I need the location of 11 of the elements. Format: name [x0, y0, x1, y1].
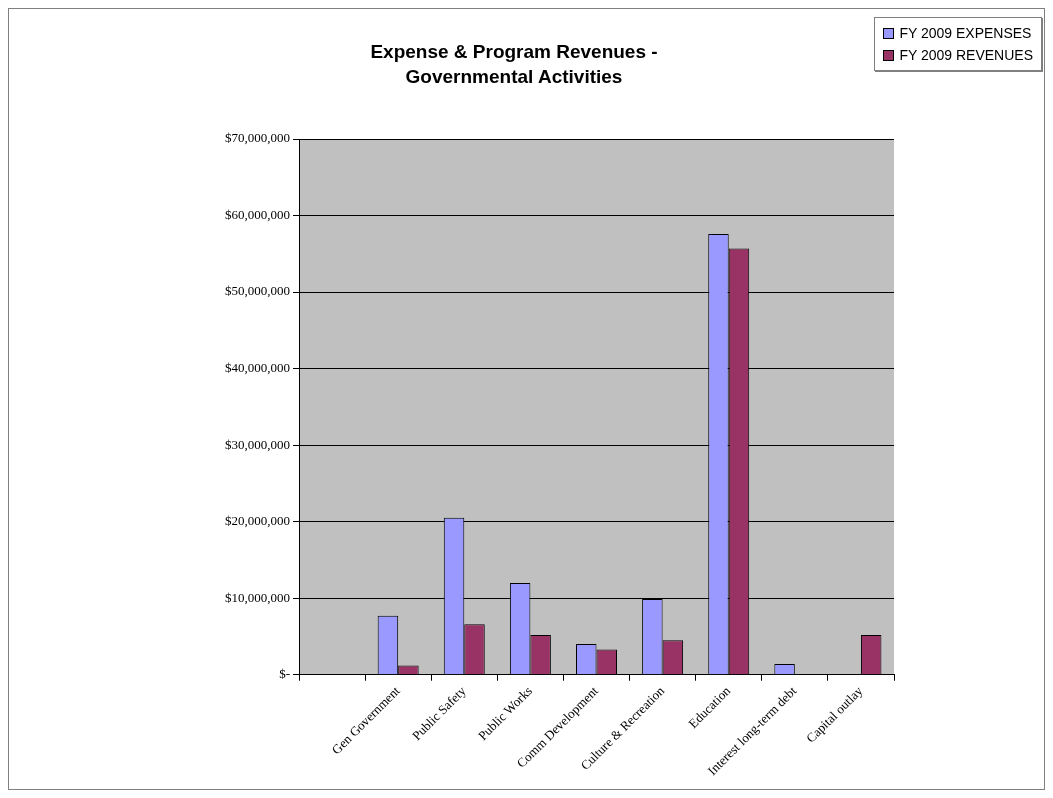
legend-label: FY 2009 REVENUES — [899, 46, 1033, 65]
y-tick-label: $60,000,000 — [225, 206, 290, 222]
legend-label: FY 2009 EXPENSES — [899, 24, 1032, 43]
y-tick-label: $10,000,000 — [225, 589, 290, 605]
y-tick-label: $20,000,000 — [225, 513, 290, 529]
y-tick-label: $- — [279, 666, 290, 682]
y-tick-label: $70,000,000 — [225, 130, 290, 146]
y-tick-label: $40,000,000 — [225, 360, 290, 376]
y-tick-label: $30,000,000 — [225, 436, 290, 452]
chart-title: Expense & Program Revenues - Governmental Activities — [369, 40, 659, 89]
y-tick-label: $50,000,000 — [225, 283, 290, 299]
